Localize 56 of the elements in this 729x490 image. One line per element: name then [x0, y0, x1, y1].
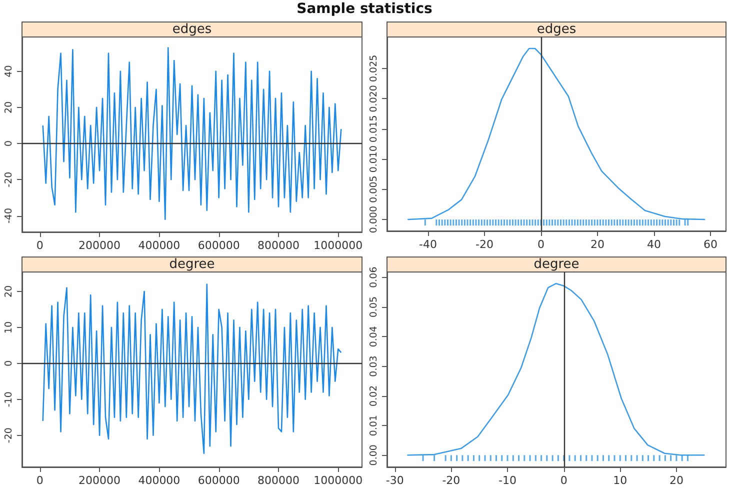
x-tick-label: 0 [537, 238, 544, 251]
line-series [42, 47, 342, 220]
y-tick-label: 0.05 [368, 296, 380, 318]
y-tick-label: 20 [4, 285, 14, 298]
x-tick-label: -10 [498, 474, 516, 487]
y-tick-label: 0.010 [368, 145, 380, 173]
line-series [42, 284, 342, 454]
y-tick-label: 0.06 [368, 266, 380, 288]
y-tick-label: -10 [4, 392, 14, 408]
x-tick-label: -20 [475, 238, 494, 251]
x-tick-label: 200000 [78, 239, 121, 252]
y-tick-label: 0.03 [368, 356, 380, 377]
y-tick-label: -20 [4, 172, 14, 188]
chart-title: degree [169, 257, 215, 272]
x-tick-label: 800000 [257, 474, 300, 487]
line-series [406, 282, 706, 456]
x-tick-label: 600000 [198, 239, 240, 252]
y-tick-label: 10 [4, 321, 14, 334]
y-tick-label: 0 [4, 360, 14, 366]
y-tick-label: 0.005 [368, 176, 380, 203]
y-tick-label: 0.00 [368, 444, 380, 466]
chart-title: edges [536, 22, 576, 37]
y-tick-label: 0.020 [368, 85, 380, 112]
line-series [406, 48, 706, 220]
x-tick-label: 800000 [257, 239, 300, 252]
y-tick-label: 40 [4, 65, 14, 78]
x-tick-label: 60 [703, 238, 718, 251]
y-tick-label: 0.02 [368, 385, 380, 406]
x-tick-label: 40 [646, 238, 661, 251]
x-tick-label: 0 [560, 474, 568, 487]
chart-title: edges [172, 22, 212, 37]
y-tick-label: 0 [4, 140, 14, 147]
chart-title: degree [534, 257, 580, 272]
x-tick-label: -30 [386, 474, 404, 487]
y-tick-label: 0.01 [368, 414, 380, 436]
y-tick-label: 20 [4, 101, 14, 114]
x-tick-label: 600000 [198, 474, 240, 487]
y-tick-label: 0.015 [368, 115, 380, 142]
y-tick-label: 0.04 [368, 326, 380, 348]
x-tick-label: 10 [613, 474, 628, 487]
x-tick-label: -20 [442, 474, 460, 487]
x-tick-label: 400000 [138, 474, 180, 487]
x-tick-label: -40 [418, 238, 437, 251]
x-tick-label: 1000000 [314, 239, 363, 252]
x-tick-label: 0 [36, 474, 44, 487]
y-tick-label: 0.025 [368, 54, 380, 82]
x-tick-label: 1000000 [314, 474, 363, 487]
y-tick-label: -20 [4, 428, 14, 444]
x-tick-label: 0 [36, 239, 44, 252]
x-tick-label: 20 [590, 238, 604, 251]
y-tick-label: -40 [4, 208, 14, 224]
text: Sample statistics [296, 1, 432, 17]
x-tick-label: 20 [669, 474, 684, 487]
y-tick-label: 0.000 [368, 206, 380, 234]
x-tick-label: 200000 [78, 474, 121, 487]
x-tick-label: 400000 [138, 239, 180, 252]
